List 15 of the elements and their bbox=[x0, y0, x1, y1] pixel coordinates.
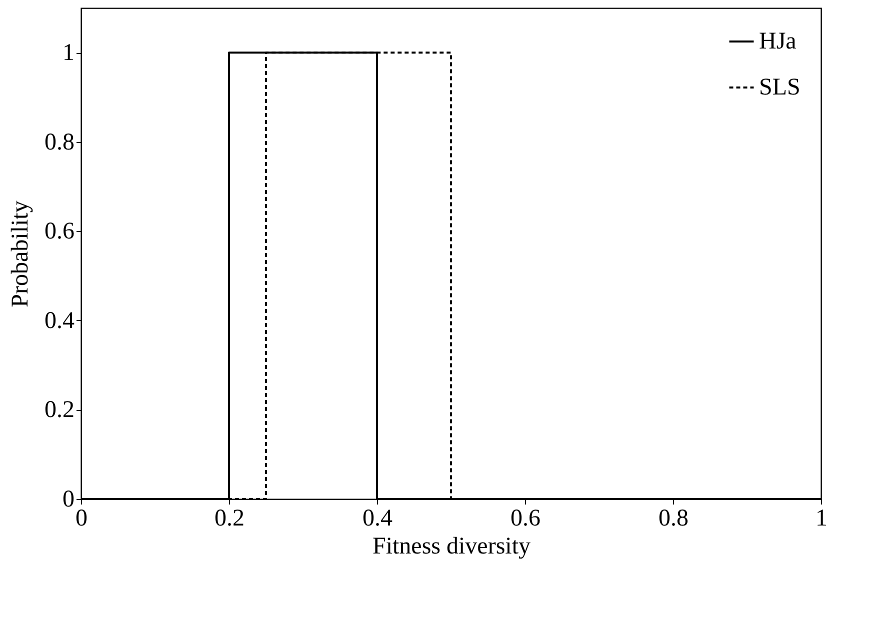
y-axis-title: Probability bbox=[8, 200, 34, 308]
legend-label: SLS bbox=[759, 74, 800, 100]
y-tick-label: 0 bbox=[62, 486, 74, 512]
y-tick-label: 1 bbox=[62, 40, 74, 66]
x-tick-label: 0.2 bbox=[214, 506, 244, 532]
x-tick-label: 0.4 bbox=[362, 506, 392, 532]
legend-label: HJa bbox=[759, 28, 797, 54]
y-tick-label: 0.4 bbox=[44, 308, 74, 334]
x-tick-label: 0.8 bbox=[658, 506, 688, 532]
y-tick-label: 0.8 bbox=[44, 129, 74, 156]
y-tick-label: 0.2 bbox=[44, 397, 74, 424]
y-tick-label: 0.6 bbox=[44, 218, 74, 245]
x-tick-label: 1 bbox=[816, 506, 828, 532]
x-axis-title: Fitness diversity bbox=[372, 534, 531, 560]
x-tick-label: 0.6 bbox=[510, 506, 540, 532]
